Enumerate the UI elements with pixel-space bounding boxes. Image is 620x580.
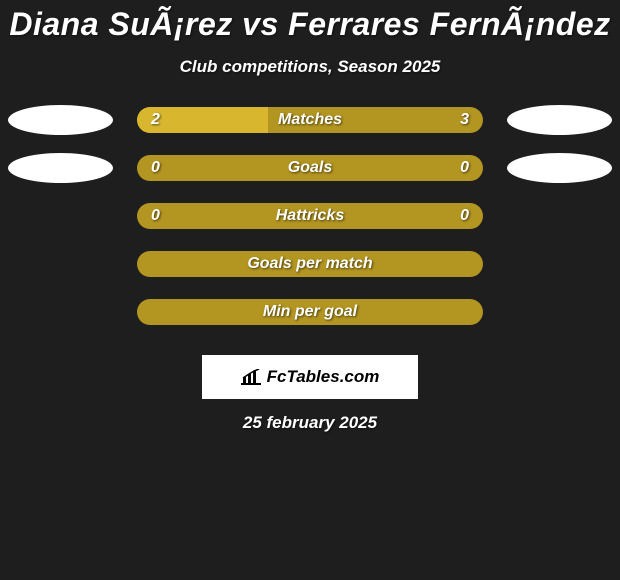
logo-text: FcTables.com [267, 367, 380, 387]
comparison-card: Diana SuÃ¡rez vs Ferrares FernÃ¡ndez Clu… [0, 0, 620, 433]
stat-bar: 23Matches [137, 107, 483, 133]
player-right-marker [507, 153, 612, 183]
subtitle: Club competitions, Season 2025 [0, 57, 620, 77]
stat-row: 23Matches [0, 105, 620, 135]
stat-label: Goals per match [137, 255, 483, 273]
stats-list: 23Matches 00Goals 00Hattricks Goals per mat… [0, 105, 620, 327]
stat-label: Goals [137, 159, 483, 177]
stat-bar: Min per goal [137, 299, 483, 325]
logo: FcTables.com [241, 367, 380, 387]
stat-row: 00Hattricks [0, 201, 620, 231]
stat-row: Min per goal [0, 297, 620, 327]
stat-row: 00Goals [0, 153, 620, 183]
stat-bar: 00Hattricks [137, 203, 483, 229]
player-right-marker [507, 105, 612, 135]
logo-box[interactable]: FcTables.com [202, 355, 418, 399]
stat-row: Goals per match [0, 249, 620, 279]
stat-bar: Goals per match [137, 251, 483, 277]
page-title: Diana SuÃ¡rez vs Ferrares FernÃ¡ndez [0, 6, 620, 43]
stat-label: Min per goal [137, 303, 483, 321]
player-left-marker [8, 153, 113, 183]
stat-label: Matches [137, 111, 483, 129]
stat-label: Hattricks [137, 207, 483, 225]
chart-icon [241, 369, 261, 385]
date-label: 25 february 2025 [0, 413, 620, 433]
player-left-marker [8, 105, 113, 135]
stat-bar: 00Goals [137, 155, 483, 181]
